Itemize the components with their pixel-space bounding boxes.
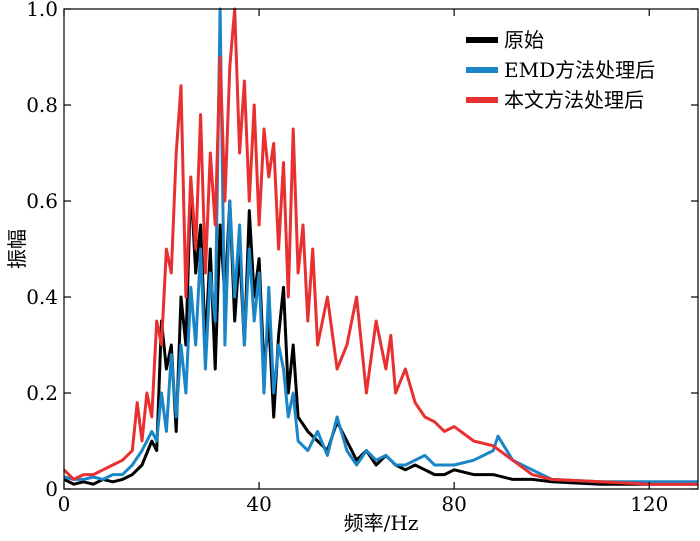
plot-frame: [63, 8, 699, 490]
x-tick-label: 0: [58, 492, 71, 516]
x-axis-label: 频率/Hz: [344, 511, 419, 535]
y-tick-label: 1.0: [26, 0, 58, 21]
y-tick-label: 0.6: [26, 189, 58, 213]
y-tick-label: 0.8: [26, 93, 58, 117]
series-layer: [62, 7, 698, 486]
legend-label-1: 原始: [504, 28, 544, 52]
legend-label-2: EMD方法处理后: [504, 58, 655, 82]
y-tick-label: 0.2: [26, 381, 58, 405]
series-line-3: [62, 7, 698, 486]
legend-label-3: 本文方法处理后: [504, 88, 644, 112]
y-tick-label: 0: [45, 477, 58, 501]
ticks-layer: 0 40 80 120 0 0.2 0.4 0.6 0.8 1.0: [26, 0, 698, 516]
x-tick-label: 80: [441, 492, 466, 516]
x-tick-label: 120: [630, 492, 668, 516]
x-tick-label: 40: [246, 492, 271, 516]
y-axis-label: 振幅: [5, 229, 29, 269]
y-tick-label: 0.4: [26, 285, 58, 309]
series-line-2: [63, 7, 698, 484]
